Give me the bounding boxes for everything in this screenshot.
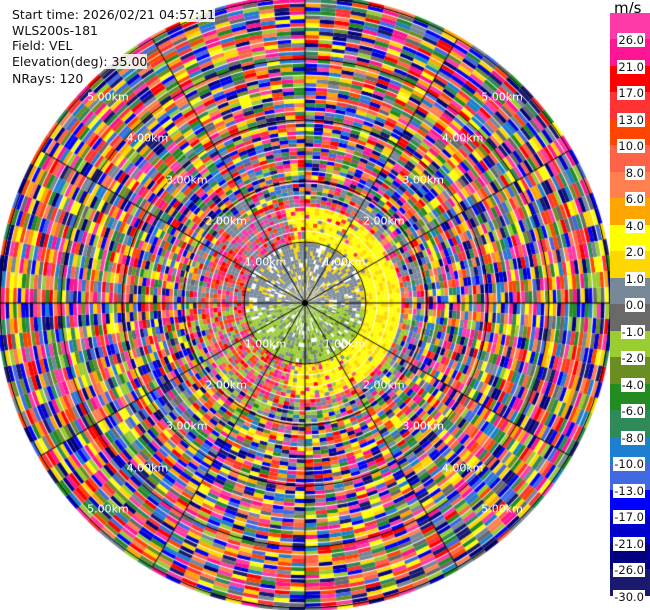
colorbar-tick-label: -4.0 [620,377,645,392]
range-ring-label: 3.00km [165,173,208,187]
range-ring-label: 3.00km [165,419,208,433]
colorbar-tick-label: 21.0 [617,59,645,74]
colorbar-segment: -10.0 [610,436,650,471]
colorbar-segment: -4.0 [610,357,650,392]
range-ring-label: 1.00km [323,337,366,351]
range-ring-label: 1.00km [244,255,287,269]
range-ring-label: 4.00km [441,461,484,475]
range-ring-label: 2.00km [363,214,405,228]
colorbar-tick-label: 1.0 [624,271,645,286]
range-ring-label: 2.00km [205,378,247,392]
colorbar-tick-label: -6.0 [620,404,645,418]
instrument-name: WLS200s-181 [12,23,98,38]
range-ring-label: 1.00km [244,337,287,351]
colorbar-tick-label: 10.0 [617,139,645,153]
range-ring-label: 5.00km [87,502,129,516]
colorbar-tick-label: 0.0 [624,298,645,312]
range-ring-label: 5.00km [481,90,523,104]
colorbar-tick-label: -30.0 [613,589,645,604]
field-label: Field: VEL [12,38,73,53]
colorbar-tick-label: 6.0 [624,192,645,206]
range-ring-label: 1.00km [323,255,366,269]
colorbar-segment: 26.0 [610,13,650,47]
colorbar-tick-label: -8.0 [620,430,645,445]
colorbar-tick-label: -13.0 [613,483,645,498]
range-ring-label: 4.00km [126,461,169,475]
colorbar-tick-label: 17.0 [617,86,645,100]
nrays-label: NRays: 120 [12,71,84,86]
range-ring-label: 2.00km [205,214,247,228]
colorbar-tick-label: 13.0 [617,112,645,127]
colorbar-tick-label: -26.0 [613,563,645,577]
range-ring-label: 5.00km [481,502,523,516]
colorbar-segment: 2.0 [610,224,650,259]
colorbar-tick-label: -17.0 [613,510,645,524]
range-ring-label: 3.00km [402,173,444,187]
colorbar-tick-label: -10.0 [613,457,645,471]
range-ring-label: 5.00km [87,90,129,104]
range-ring-label: 4.00km [126,131,169,145]
colorbar-tick-label: 2.0 [624,245,645,259]
colorbar-segment: 1.0 [610,251,650,286]
range-ring-label: 3.00km [402,419,444,433]
range-ring-label: 2.00km [363,378,405,392]
colorbar-tick-label: -21.0 [613,536,645,551]
colorbar: 26.0 21.0 17.0 13.0 10.0 8.0 6.0 4.0 2.0 1.0 0.0 -1… [610,13,650,604]
colorbar-tick-label: -2.0 [620,351,645,365]
colorbar-units: m/s [613,0,643,17]
colorbar-tick-label: 26.0 [617,33,645,47]
elevation-label: Elevation(deg): 35.00 [12,54,148,69]
colorbar-segment: -2.0 [610,330,650,365]
colorbar-tick-label: -1.0 [620,324,645,339]
start-time: Start time: 2026/02/21 04:57:11 [12,7,216,22]
colorbar-tick-label: 4.0 [624,218,645,233]
range-ring-label: 4.00km [441,131,484,145]
colorbar-tick-label: 8.0 [624,165,645,180]
